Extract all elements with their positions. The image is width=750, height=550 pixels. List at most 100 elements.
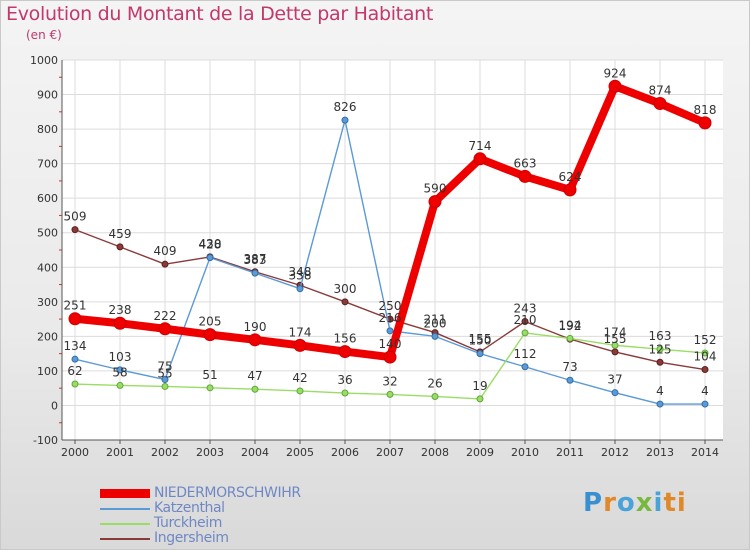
data-label: 73	[562, 360, 577, 374]
data-point	[248, 333, 262, 347]
data-point	[521, 329, 529, 337]
data-label: 430	[199, 237, 222, 251]
data-point	[161, 376, 169, 384]
x-tick-label: 2000	[61, 446, 89, 459]
data-label: 155	[604, 332, 627, 346]
data-label: 205	[199, 315, 222, 329]
data-label: 4	[701, 384, 709, 398]
data-point	[701, 366, 709, 374]
data-label: 714	[469, 139, 492, 153]
data-label: 112	[514, 347, 537, 361]
data-label: 348	[289, 265, 312, 279]
data-point	[341, 298, 349, 306]
data-label: 663	[514, 156, 537, 170]
data-label: 152	[694, 333, 717, 347]
data-point	[653, 97, 667, 111]
data-point	[71, 380, 79, 388]
data-label: 4	[656, 384, 664, 398]
data-label: 19	[472, 379, 487, 393]
x-tick-label: 2010	[511, 446, 539, 459]
x-tick-label: 2012	[601, 446, 629, 459]
chart-title: Evolution du Montant de la Dette par Hab…	[6, 3, 434, 25]
brand-letter: P	[583, 488, 604, 518]
data-point	[68, 312, 82, 326]
data-label: 155	[469, 332, 492, 346]
data-label: 211	[424, 313, 447, 327]
data-label: 383	[244, 253, 267, 267]
y-tick-label: 200	[37, 330, 58, 343]
legend-swatch	[100, 508, 150, 510]
data-point	[386, 327, 394, 335]
y-tick-label: 0	[51, 399, 58, 412]
data-point	[206, 384, 214, 392]
data-point	[296, 285, 304, 293]
data-point	[293, 338, 307, 352]
data-label: 134	[64, 339, 87, 353]
data-point	[251, 269, 259, 277]
data-label: 409	[154, 244, 177, 258]
data-point	[656, 358, 664, 366]
data-point	[431, 392, 439, 400]
data-label: 32	[382, 374, 397, 388]
brand-letter: ti	[663, 488, 687, 518]
data-point	[656, 345, 664, 353]
data-label: 104	[694, 350, 717, 364]
data-point	[341, 116, 349, 124]
data-point	[206, 254, 214, 262]
brand-letter: o	[616, 488, 636, 518]
data-label: 192	[559, 319, 582, 333]
data-point	[386, 390, 394, 398]
data-point	[116, 366, 124, 374]
data-label: 387	[244, 252, 267, 266]
data-point	[251, 385, 259, 393]
data-point	[341, 389, 349, 397]
y-tick-label: 100	[37, 365, 58, 378]
data-label: 125	[649, 342, 672, 356]
data-point	[521, 363, 529, 371]
data-label: 428	[199, 238, 222, 252]
x-tick-label: 2006	[331, 446, 359, 459]
x-tick-label: 2004	[241, 446, 269, 459]
x-tick-label: 2011	[556, 446, 584, 459]
legend-swatch	[100, 523, 150, 525]
data-point	[701, 400, 709, 408]
data-label: 194	[559, 318, 582, 332]
data-label: 55	[157, 366, 172, 380]
x-tick-label: 2001	[106, 446, 134, 459]
data-label: 238	[109, 303, 132, 317]
data-label: 62	[67, 364, 82, 378]
legend-label: Turckheim	[154, 515, 222, 531]
legend-swatch	[100, 538, 150, 540]
data-label: 826	[334, 100, 357, 114]
data-point	[428, 195, 442, 209]
data-point	[203, 328, 217, 342]
data-label: 174	[604, 325, 627, 339]
data-label: 200	[424, 316, 447, 330]
data-label: 174	[289, 325, 312, 339]
data-point	[611, 389, 619, 397]
data-label: 624	[559, 170, 582, 184]
data-label: 190	[244, 320, 267, 334]
y-tick-label: 800	[37, 123, 58, 136]
data-label: 250	[379, 299, 402, 313]
brand-letter: r	[603, 488, 617, 518]
x-tick-label: 2014	[691, 446, 719, 459]
data-label: 590	[424, 182, 447, 196]
brand-letter: x	[635, 488, 654, 518]
data-label: 251	[64, 299, 87, 313]
data-point	[71, 355, 79, 363]
data-label: 140	[379, 337, 402, 351]
data-point	[518, 169, 532, 183]
brand-letter: i	[653, 488, 664, 518]
x-tick-label: 2009	[466, 446, 494, 459]
data-point	[113, 316, 127, 330]
data-point	[476, 350, 484, 358]
y-tick-label: -100	[33, 434, 58, 447]
data-point	[338, 345, 352, 359]
data-label: 509	[64, 210, 87, 224]
x-tick-label: 2013	[646, 446, 674, 459]
data-point	[476, 395, 484, 403]
data-label: 338	[289, 269, 312, 283]
x-tick-label: 2002	[151, 446, 179, 459]
data-point	[383, 350, 397, 364]
